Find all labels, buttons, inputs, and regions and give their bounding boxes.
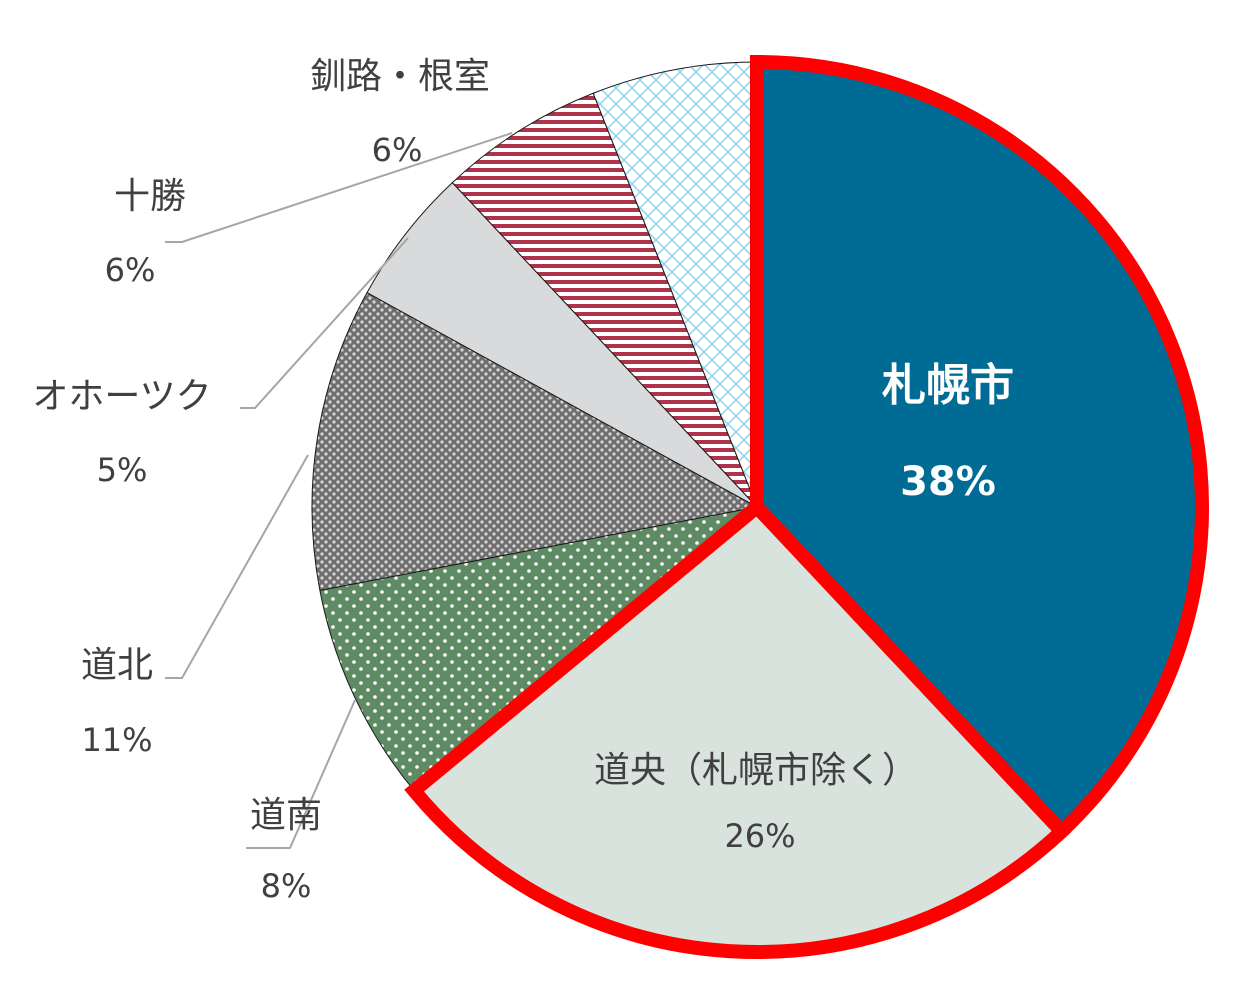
pie-slices: [311, 61, 1203, 953]
leader-line-dounan: [246, 699, 356, 849]
slice-douhoku: [311, 291, 759, 591]
highlight-sapporo: [750, 54, 1209, 842]
highlight-douou: [404, 497, 1072, 959]
leader-line-douhoku: [165, 454, 309, 679]
leader-line-okhotsk: [240, 237, 409, 409]
slice-value-sapporo: 38%: [900, 459, 996, 505]
slice-value-okhotsk: 5%: [97, 451, 148, 489]
slice-label-okhotsk: オホーツク: [32, 376, 211, 417]
slice-value-dounan: 8%: [261, 867, 312, 905]
leader-lines: [165, 132, 513, 849]
leader-line-tokachi: [165, 132, 513, 243]
slice-label-sapporo: 札幌市: [882, 360, 1014, 411]
slice-labels: 札幌市 38% 道央（札幌市除く） 26% 道南 8% 道北 11% オホーツク 5% 十勝 6% 釧路…: [32, 56, 1014, 905]
slice-label-tokachi: 十勝: [114, 176, 186, 217]
slice-value-tokachi: 6%: [105, 251, 156, 289]
slice-label-douou: 道央（札幌市除く）: [594, 750, 918, 791]
slice-value-douhoku: 11%: [81, 721, 152, 759]
slice-label-dounan: 道南: [250, 795, 322, 836]
slice-label-kushiro-nemuro: 釧路・根室: [310, 56, 490, 97]
slice-label-douhoku: 道北: [81, 645, 153, 686]
highlight-outline: [404, 54, 1209, 959]
slice-dounan: [319, 506, 758, 792]
slice-value-douou: 26%: [724, 817, 795, 855]
slice-tokachi: [451, 92, 758, 508]
slice-value-kushiro-nemuro: 6%: [372, 131, 423, 169]
